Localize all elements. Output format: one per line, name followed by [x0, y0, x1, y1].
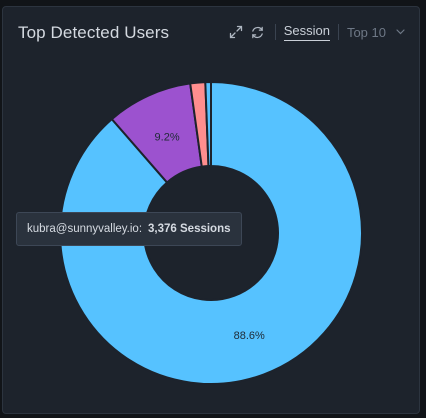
- slice-label-0: 88.6%: [234, 330, 265, 342]
- toolbar-divider: [337, 24, 339, 40]
- tooltip-user: kubra@sunnyvalley.io:: [27, 223, 143, 235]
- expand-icon[interactable]: [227, 23, 245, 41]
- panel-title: Top Detected Users: [18, 23, 170, 42]
- chevron-down-icon: [396, 29, 405, 35]
- refresh-icon[interactable]: [249, 23, 267, 41]
- session-tab[interactable]: Session: [283, 23, 330, 41]
- donut-chart: 88.6% 9.2%: [59, 80, 363, 385]
- top-detected-users-panel: Top Detected Users Session Top 10: [2, 6, 420, 414]
- top-n-label: Top 10: [346, 24, 386, 40]
- toolbar-divider: [274, 24, 276, 40]
- donut-slice-3[interactable]: [204, 80, 212, 168]
- chart-tooltip: kubra@sunnyvalley.io: 3,376 Sessions: [16, 212, 242, 246]
- panel-toolbar: Session Top 10: [223, 21, 405, 43]
- tooltip-value: 3,376 Sessions: [148, 223, 231, 235]
- top-n-dropdown[interactable]: Top 10: [347, 25, 405, 40]
- slice-label-1: 9.2%: [155, 132, 180, 144]
